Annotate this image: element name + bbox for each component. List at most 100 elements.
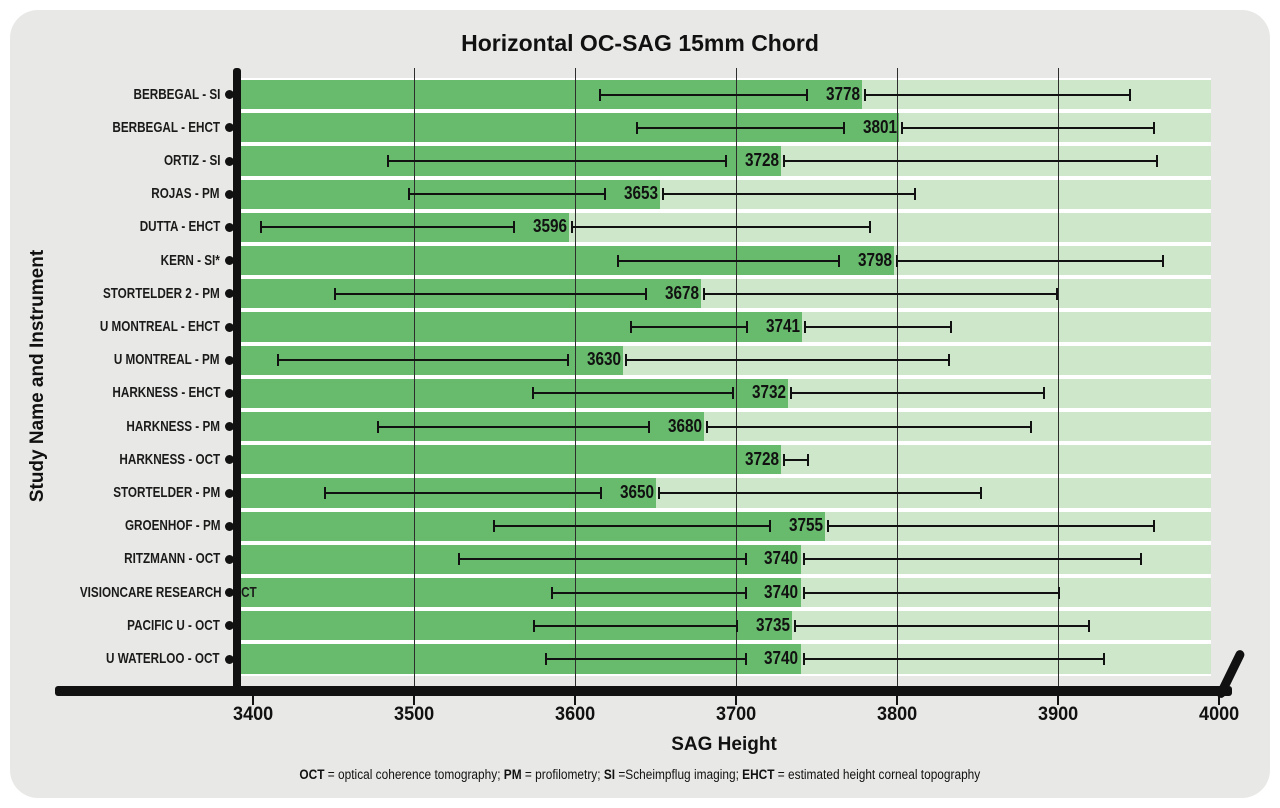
row-label-text: HARKNESS - OCT bbox=[119, 450, 220, 468]
bar-value-label: 3678 bbox=[649, 283, 699, 304]
error-bar-cap bbox=[806, 453, 809, 466]
error-bar-cap bbox=[1155, 155, 1158, 167]
error-bar-cap bbox=[914, 188, 917, 201]
bar-value-text: 3740 bbox=[764, 581, 799, 602]
row-label: VISIONCARE RESEARCH - OCT bbox=[30, 584, 257, 601]
bar-value-label: 3741 bbox=[750, 316, 800, 337]
error-bar-cap bbox=[629, 321, 632, 333]
bar-value-label: 3740 bbox=[749, 581, 799, 603]
x-tick-text: 3900 bbox=[1038, 704, 1079, 725]
row-label-text: DUTTA - EHCT bbox=[139, 218, 220, 236]
bar-value-text: 3728 bbox=[745, 150, 780, 170]
error-bar-cap bbox=[1057, 586, 1060, 599]
bar-value-text: 3678 bbox=[664, 282, 699, 303]
error-bar-cap bbox=[1030, 420, 1033, 433]
x-tick-text: 3500 bbox=[394, 704, 435, 725]
row-label: HARKNESS - PM bbox=[30, 418, 220, 435]
x-tick-text: 3400 bbox=[233, 704, 274, 725]
bar-value-label: 3801 bbox=[847, 117, 897, 138]
error-bar-line bbox=[259, 226, 515, 229]
bar-value-text: 3741 bbox=[766, 316, 801, 336]
error-bar-line bbox=[599, 93, 808, 96]
error-bar-line bbox=[457, 558, 747, 561]
error-bar-cap bbox=[1139, 553, 1142, 566]
error-bar-line bbox=[863, 93, 1131, 96]
x-tick-mark bbox=[252, 696, 255, 705]
error-bar-cap bbox=[744, 653, 747, 665]
row-label-text: KERN - SI* bbox=[160, 251, 220, 269]
footnote-text-segment: =Scheimpflug imaging; bbox=[615, 767, 743, 782]
error-bar-line bbox=[802, 558, 1142, 561]
row-label: HARKNESS - EHCT bbox=[30, 384, 220, 401]
error-bar-cap bbox=[277, 354, 280, 367]
bar-value-text: 3778 bbox=[825, 83, 860, 104]
error-bar-cap bbox=[805, 88, 808, 101]
error-bar-cap bbox=[1043, 387, 1046, 400]
row-label-text: ROJAS - PM bbox=[151, 185, 220, 203]
row-marker-dot bbox=[225, 322, 234, 332]
footnote-abbreviation: SI bbox=[603, 767, 616, 782]
bar-value-text: 3680 bbox=[667, 415, 702, 436]
x-tick-mark bbox=[1218, 696, 1221, 705]
row-label-text: STORTELDER - PM bbox=[112, 484, 220, 501]
bar-value-label: 3735 bbox=[740, 615, 790, 636]
bar-value-label: 3728 bbox=[729, 150, 779, 171]
error-bar-cap bbox=[644, 287, 647, 300]
x-tick-mark bbox=[574, 696, 577, 705]
chart-title: Horizontal OC-SAG 15mm Chord bbox=[461, 30, 819, 56]
error-bar-cap bbox=[599, 487, 602, 499]
row-label-text: RITZMANN - OCT bbox=[123, 550, 220, 568]
error-bar-cap bbox=[802, 553, 805, 566]
footnote-text: OCT = optical coherence tomography; PM =… bbox=[300, 767, 981, 782]
row-marker-dot bbox=[225, 355, 234, 365]
error-bar-line bbox=[900, 126, 1155, 129]
error-bar-cap bbox=[377, 420, 380, 433]
error-bar-line bbox=[407, 193, 607, 196]
error-bar-line bbox=[895, 259, 1165, 262]
footnote: OCT = optical coherence tomography; PM =… bbox=[10, 767, 1270, 782]
error-bar-cap bbox=[980, 487, 983, 499]
error-bar-cap bbox=[802, 653, 805, 665]
x-tick-mark bbox=[413, 696, 416, 705]
row-label-text: PACIFIC U - OCT bbox=[127, 616, 220, 634]
error-bar-cap bbox=[804, 321, 807, 333]
bar-value-label: 3653 bbox=[608, 183, 658, 204]
row-label-text: BERBEGAL - SI bbox=[133, 85, 220, 103]
error-bar-line bbox=[629, 326, 749, 328]
row-marker-dot bbox=[225, 621, 234, 631]
y-axis-line bbox=[233, 68, 241, 696]
row-label: U WATERLOO - OCT bbox=[30, 650, 220, 667]
error-bar-cap bbox=[567, 354, 570, 367]
error-bar-line bbox=[333, 292, 647, 295]
error-bar-line bbox=[657, 492, 983, 494]
row-label: ORTIZ - SI bbox=[30, 152, 220, 169]
row-label-text: HARKNESS - EHCT bbox=[112, 384, 220, 402]
row-label: U MONTREAL - PM bbox=[30, 351, 220, 368]
x-axis-line bbox=[55, 686, 1232, 696]
footnote-text-segment: = optical coherence tomography; bbox=[324, 767, 504, 782]
bar-value-label: 3755 bbox=[773, 515, 823, 536]
error-bar-cap bbox=[1152, 121, 1155, 134]
error-bar-cap bbox=[789, 387, 792, 400]
x-tick-text: 3600 bbox=[555, 704, 596, 725]
error-bar-line bbox=[492, 525, 771, 528]
error-bar-cap bbox=[783, 155, 786, 167]
error-bar-line bbox=[636, 126, 845, 129]
bar-value-label: 3728 bbox=[729, 449, 779, 470]
x-tick-label: 3900 bbox=[1013, 704, 1103, 726]
error-bar-cap bbox=[1152, 520, 1155, 533]
bar-value-label: 3650 bbox=[604, 482, 654, 503]
error-bar-cap bbox=[705, 420, 708, 433]
row-label: RITZMANN - OCT bbox=[30, 550, 220, 567]
bar-value-text: 3596 bbox=[532, 216, 567, 237]
error-bar-line bbox=[544, 658, 747, 660]
error-bar-cap bbox=[863, 88, 866, 101]
error-bar-cap bbox=[869, 221, 872, 234]
bar-value-text: 3740 bbox=[764, 548, 799, 569]
error-bar-line bbox=[625, 359, 951, 362]
x-axis-title: SAG Height bbox=[671, 734, 777, 755]
x-tick-label: 3600 bbox=[530, 704, 620, 726]
x-tick-label: 3400 bbox=[208, 704, 298, 726]
error-bar-line bbox=[702, 292, 1059, 295]
error-bar-cap bbox=[599, 88, 602, 101]
